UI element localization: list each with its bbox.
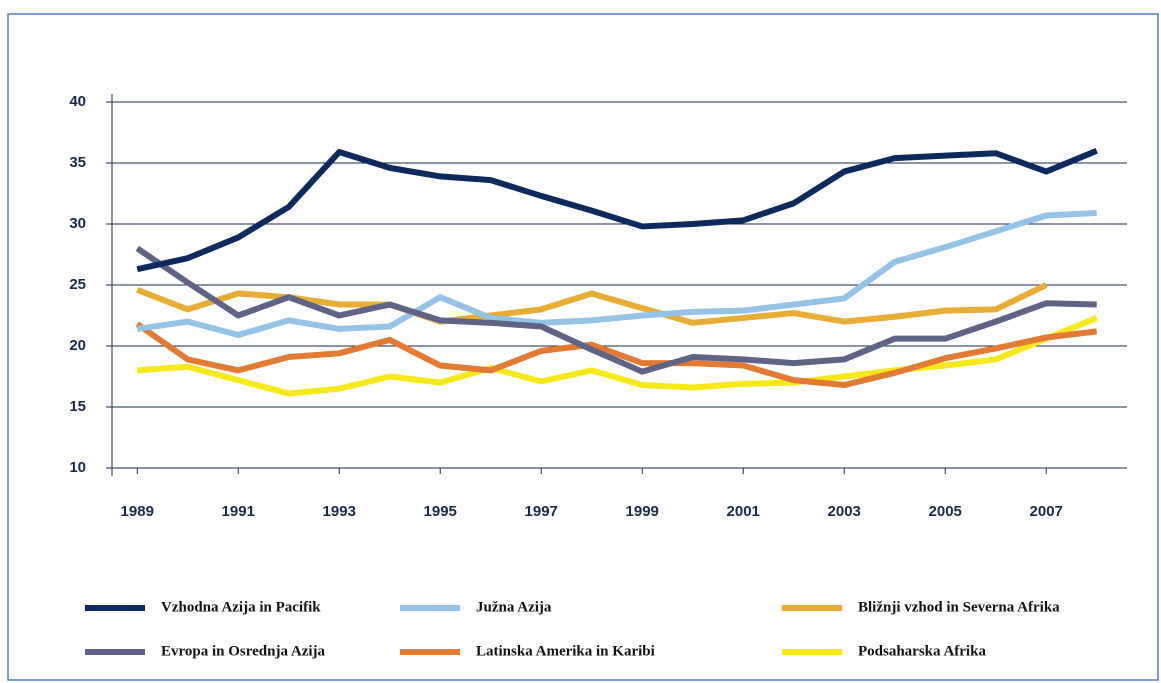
x-tick-label: 2007 (1030, 503, 1063, 520)
legend-label: Evropa in Osrednja Azija (161, 643, 326, 659)
x-tick-label: 1989 (121, 503, 154, 520)
x-tick-label: 1997 (525, 503, 558, 520)
legend-label: Južna Azija (476, 599, 552, 615)
x-tick-label: 1995 (424, 503, 457, 520)
y-tick-label: 20 (69, 337, 86, 354)
series-line (136, 210, 1097, 339)
series-line (135, 245, 1097, 375)
y-tick-label: 35 (69, 154, 86, 171)
x-tick-label: 1993 (323, 503, 356, 520)
x-tick-label: 2003 (828, 503, 861, 520)
y-tick-label: 15 (69, 398, 86, 415)
legend-label: Latinska Amerika in Karibi (476, 643, 655, 659)
legend-label: Vzhodna Azija in Pacifik (161, 599, 321, 615)
series-line (136, 148, 1098, 273)
legend-label: Podsaharska Afrika (858, 643, 986, 659)
series-line (137, 315, 1098, 397)
y-tick-label: 25 (69, 276, 86, 293)
series-line (135, 321, 1098, 389)
y-tick-label: 10 (69, 459, 86, 476)
x-tick-label: 1991 (222, 503, 255, 520)
x-tick-label: 2001 (727, 503, 760, 520)
x-tick-label: 1999 (626, 503, 659, 520)
x-tick-label: 2005 (929, 503, 962, 520)
frame (7, 13, 1159, 681)
y-tick-label: 30 (69, 215, 86, 232)
y-tick-label: 40 (69, 93, 86, 110)
legend-label: Bližnji vzhod in Severna Afrika (858, 599, 1060, 615)
